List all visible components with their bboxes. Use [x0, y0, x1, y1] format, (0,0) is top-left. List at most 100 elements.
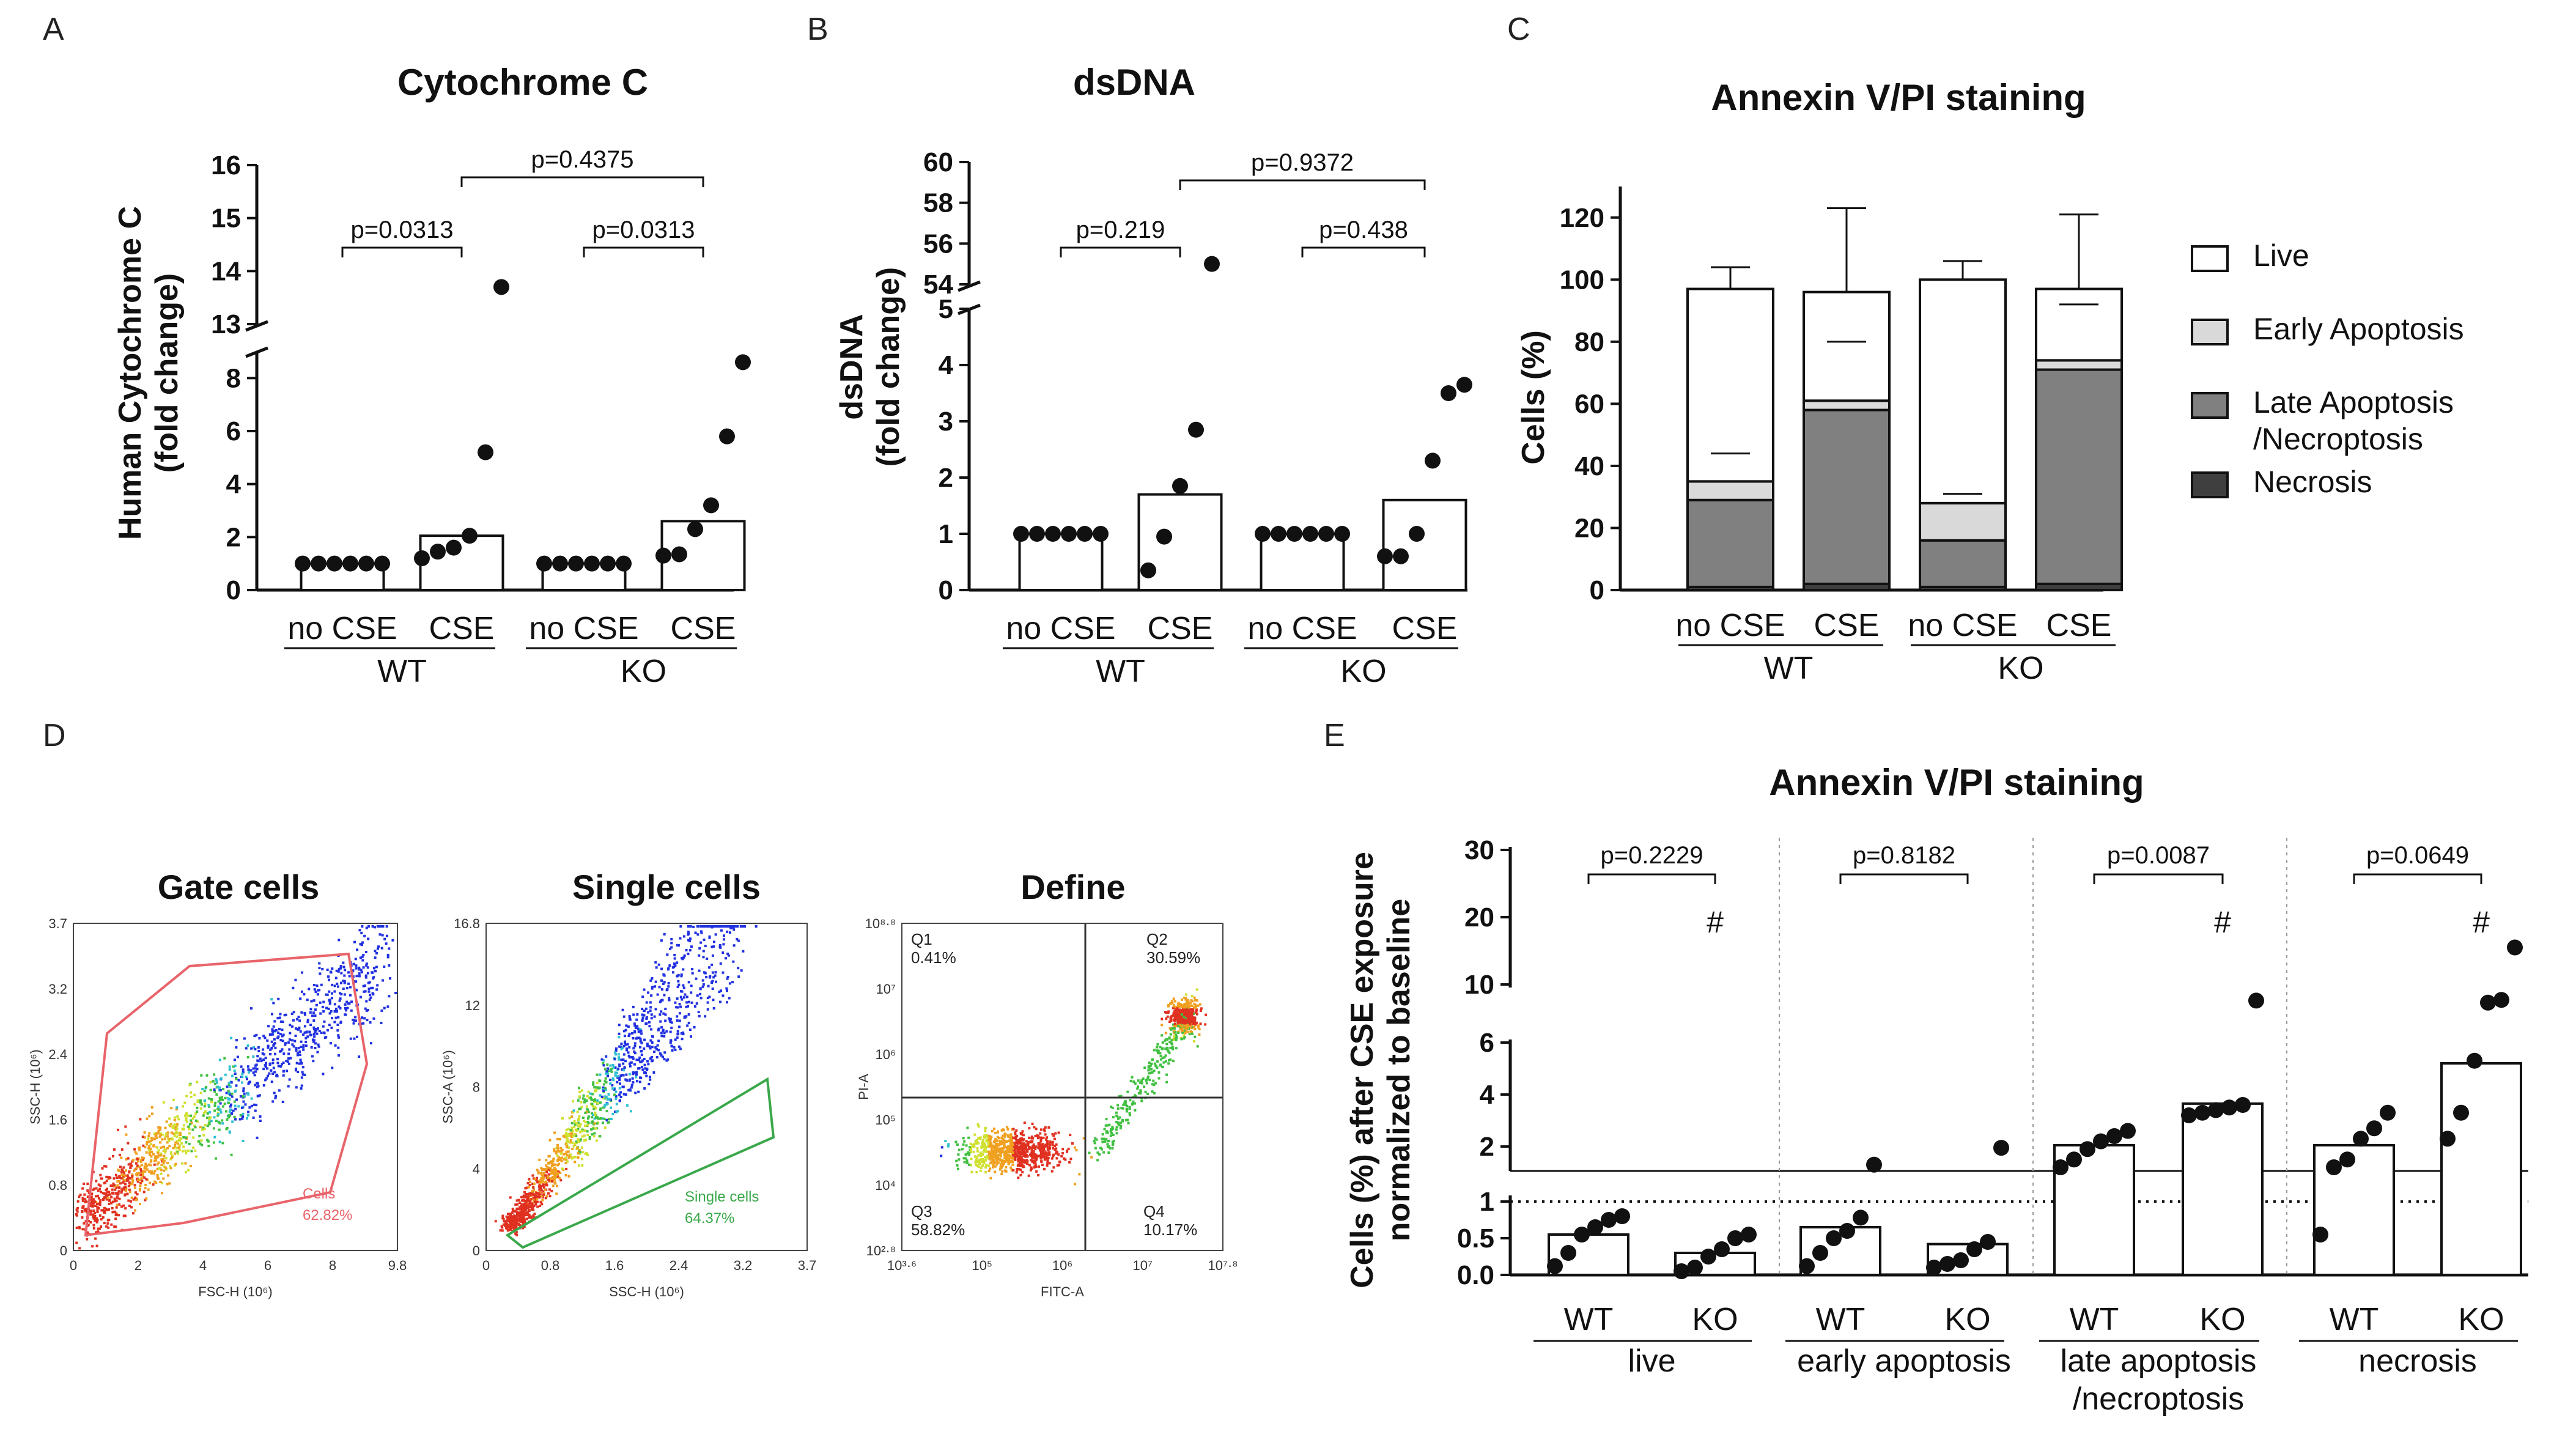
flow-event [182, 1135, 185, 1139]
flow-event [729, 925, 733, 928]
flow-event [577, 1118, 580, 1121]
flow-event [354, 1016, 357, 1019]
flow-event [670, 942, 673, 945]
flow-event [316, 993, 319, 996]
flow-event [181, 1162, 184, 1165]
flow-event [651, 977, 654, 980]
flow-event [517, 1222, 520, 1225]
flow-event [1023, 1121, 1026, 1124]
flow-event [621, 1008, 624, 1011]
flow-event [621, 1085, 624, 1088]
flow-event [566, 1139, 569, 1142]
flow-event [525, 1198, 528, 1202]
flow-event [128, 1191, 131, 1194]
flow-event [291, 1025, 294, 1028]
flow-event [109, 1193, 112, 1196]
flow-event [1186, 1010, 1189, 1013]
flow-event [347, 1002, 350, 1005]
flow-event [563, 1135, 566, 1139]
flow-event [243, 1037, 246, 1040]
flow-event [564, 1156, 567, 1159]
flow-event [1118, 1123, 1121, 1126]
flow-event [1116, 1115, 1119, 1118]
flow-event [287, 1062, 290, 1065]
flow-event [304, 1044, 308, 1047]
flow-event [1022, 1164, 1025, 1167]
flow-event [1118, 1116, 1121, 1119]
flow-event [140, 1164, 143, 1167]
x-tick-label: CSE [671, 611, 736, 646]
flow-event [727, 954, 730, 957]
flow-event [956, 1143, 959, 1147]
flow-event [276, 1017, 279, 1020]
flow-event [376, 947, 379, 950]
flow-event [1140, 1079, 1143, 1082]
flow-event [1156, 1060, 1159, 1063]
flow-event [121, 1169, 124, 1172]
flow-event [592, 1135, 596, 1138]
flow-event [153, 1156, 157, 1159]
flow-x-tick: 10⁵ [972, 1258, 992, 1273]
flow-event [525, 1213, 528, 1216]
flow-event [729, 926, 733, 929]
flow-event [229, 1108, 232, 1111]
data-point [1441, 385, 1456, 401]
flow-event [309, 1008, 312, 1011]
flow-event [120, 1189, 124, 1192]
flow-event [670, 946, 673, 949]
flow-event [981, 1141, 984, 1144]
flow-event [592, 1127, 595, 1130]
flow-event [1060, 1154, 1063, 1158]
flow-event [160, 1164, 163, 1167]
flow-event [245, 1117, 248, 1120]
flow-event [200, 1139, 203, 1142]
flow-event [674, 964, 677, 967]
flow-event [645, 1017, 648, 1021]
flow-event [1033, 1166, 1036, 1169]
flow-event [657, 1049, 660, 1052]
flow-event [1145, 1079, 1148, 1082]
flow-event [328, 1024, 331, 1027]
flow-event [114, 1210, 117, 1213]
flow-event [1039, 1128, 1043, 1131]
flow-event [1169, 1017, 1172, 1021]
flow-event [146, 1164, 149, 1167]
flow-event [1132, 1080, 1135, 1083]
flow-event [618, 1036, 621, 1039]
flow-event [590, 1112, 593, 1115]
flow-event [609, 1079, 612, 1082]
flow-event [671, 1049, 674, 1052]
flow-event [548, 1188, 551, 1191]
flow-event [204, 1110, 207, 1113]
flow-event [241, 1075, 244, 1078]
flow-event [150, 1159, 153, 1162]
flow-event [540, 1189, 543, 1192]
flow-event [83, 1208, 86, 1211]
flow-event [649, 1009, 652, 1012]
flow-event [733, 944, 736, 947]
flow-event [1020, 1150, 1024, 1153]
flow-event [990, 1135, 993, 1139]
flow-event [160, 1169, 163, 1172]
flow-event [108, 1208, 111, 1211]
flow-event [94, 1205, 97, 1208]
flow-event [556, 1149, 559, 1152]
flow-event [1018, 1145, 1021, 1148]
flow-event [1128, 1107, 1131, 1110]
flow-event [977, 1125, 980, 1128]
flow-event [633, 1022, 636, 1025]
data-point [1866, 1156, 1882, 1173]
flow-event [691, 972, 694, 975]
flow-event [1016, 1150, 1019, 1153]
flow-event [1168, 1036, 1171, 1039]
flow-event [1011, 1143, 1014, 1147]
flow-event [620, 1058, 623, 1062]
flow-event [1151, 1083, 1154, 1086]
flow-event [641, 1007, 644, 1010]
flow-event [544, 1197, 547, 1200]
flow-event [607, 1098, 610, 1101]
flow-event [654, 1008, 657, 1011]
flow-event [92, 1204, 95, 1207]
x-tick-label: CSE [1814, 608, 1880, 643]
flow-y-tick: 12 [465, 998, 480, 1013]
